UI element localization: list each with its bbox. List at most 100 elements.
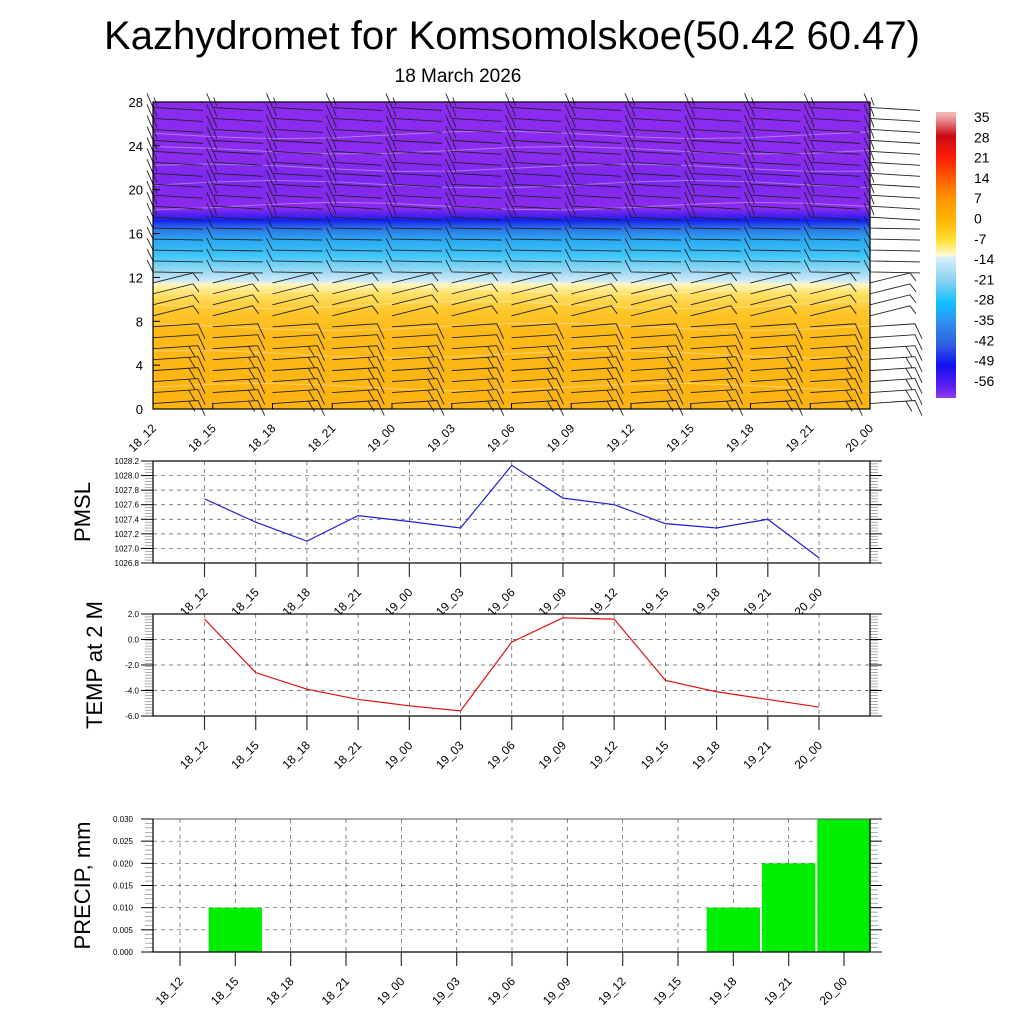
wind-barb xyxy=(863,248,921,263)
wind-barb xyxy=(624,148,682,166)
wind-barb xyxy=(624,170,682,188)
x-tick-label: 19_18 xyxy=(723,421,757,455)
wind-barb xyxy=(630,378,684,394)
wind-barb xyxy=(750,345,803,361)
wind-barb xyxy=(624,248,682,263)
wind-barb xyxy=(630,334,684,350)
wind-barb xyxy=(272,378,325,394)
wind-barb xyxy=(803,170,861,188)
wind-barb xyxy=(146,191,204,210)
wind-barb xyxy=(206,191,263,210)
wind-barb xyxy=(750,334,803,350)
wind-barb xyxy=(810,294,857,306)
wind-barb xyxy=(332,400,385,416)
wind-barb xyxy=(750,294,797,306)
wind-barb xyxy=(571,367,624,383)
wind-barb xyxy=(206,170,263,188)
wind-barb xyxy=(744,181,801,199)
colorbar-label: -21 xyxy=(974,271,994,287)
wind-barb xyxy=(212,334,266,350)
wind-barb xyxy=(152,305,200,317)
x-tick-label: 18_18 xyxy=(280,738,314,772)
wind-barb xyxy=(505,148,562,166)
temperature-contour-fill xyxy=(153,102,870,409)
x-tick-label: 19_21 xyxy=(761,974,795,1008)
wind-barb xyxy=(869,323,923,339)
wind-barb xyxy=(630,367,684,383)
wind-barb xyxy=(212,345,266,361)
wind-barb xyxy=(624,137,682,155)
pmsl-plot: 18_12 18_15 18_18 18_21 19_00 19_03 19_06 19_09… xyxy=(70,457,882,619)
wind-barb xyxy=(564,159,622,177)
wind-barb xyxy=(750,367,803,383)
x-tick-label: 18_15 xyxy=(228,738,262,772)
x-tick-label: 18_12 xyxy=(126,421,160,455)
wind-barb xyxy=(564,148,622,166)
wind-barb xyxy=(325,215,383,230)
wind-barb xyxy=(803,104,861,122)
wind-barb xyxy=(325,181,383,199)
wind-barb xyxy=(212,323,266,339)
wind-barb xyxy=(451,323,505,339)
wind-barb xyxy=(684,248,741,263)
wind-barb xyxy=(212,294,260,306)
x-tick-label: 19_15 xyxy=(663,421,697,455)
wind-barb xyxy=(810,400,863,416)
wind-barb xyxy=(266,159,323,177)
x-tick-label: 19_12 xyxy=(604,421,638,455)
wind-barb xyxy=(810,367,863,383)
y-tick-label: 0.0 xyxy=(128,636,140,645)
wind-barb xyxy=(266,137,323,155)
wind-barb xyxy=(325,170,383,188)
wind-barb xyxy=(272,334,325,350)
wind-barb xyxy=(863,126,921,144)
wind-barb xyxy=(690,323,744,339)
wind-barb xyxy=(810,323,863,339)
precipitation-plot: 18_12 18_15 18_18 18_21 19_00 19_03 19_06 19_09… xyxy=(70,815,882,1008)
wind-barb xyxy=(803,137,861,155)
wind-barb xyxy=(206,226,263,241)
wind-barb xyxy=(451,305,499,317)
wind-barb xyxy=(505,170,562,188)
wind-barb xyxy=(385,115,443,133)
wind-barb xyxy=(391,389,445,405)
wind-barb xyxy=(630,323,684,339)
wind-barb xyxy=(272,323,325,339)
wind-barb xyxy=(505,191,562,210)
wind-barb xyxy=(744,237,801,252)
wind-barb xyxy=(690,283,738,295)
wind-barb xyxy=(206,237,263,252)
wind-barb xyxy=(750,356,803,372)
wind-barb xyxy=(451,345,505,361)
wind-barb xyxy=(684,237,741,252)
y-tick-label: 1027.6 xyxy=(115,501,140,510)
wind-barb xyxy=(505,226,562,241)
wind-barb xyxy=(391,356,445,372)
precip-bar xyxy=(208,907,262,952)
y-tick-label: 0 xyxy=(136,402,143,417)
x-tick-label: 18_15 xyxy=(185,421,219,455)
wind-barb xyxy=(564,170,622,188)
colorbar-label: 14 xyxy=(974,170,990,186)
wind-barb xyxy=(505,248,562,263)
temperature-plot: 18_12 18_15 18_18 18_21 19_00 19_03 19_06 19_09… xyxy=(82,601,882,772)
wind-barb xyxy=(451,283,499,295)
wind-barb xyxy=(451,356,505,372)
contour-line xyxy=(152,201,871,211)
wind-barb xyxy=(744,115,801,133)
x-tick-label: 18_21 xyxy=(319,974,353,1008)
x-tick-label: 20_00 xyxy=(792,738,826,772)
wind-barb xyxy=(690,389,744,405)
y-tick-label: 1027.8 xyxy=(115,486,140,495)
wind-barb xyxy=(684,215,741,230)
colorbar-label: 28 xyxy=(974,129,990,145)
wind-barb xyxy=(869,294,917,306)
wind-barb xyxy=(690,305,738,317)
wind-barb xyxy=(571,323,624,339)
wind-barb xyxy=(212,356,266,372)
wind-barb xyxy=(266,170,323,188)
wind-barb xyxy=(803,115,861,133)
wind-barb xyxy=(810,389,863,405)
wind-barb xyxy=(744,159,801,177)
wind-barb xyxy=(152,400,206,416)
